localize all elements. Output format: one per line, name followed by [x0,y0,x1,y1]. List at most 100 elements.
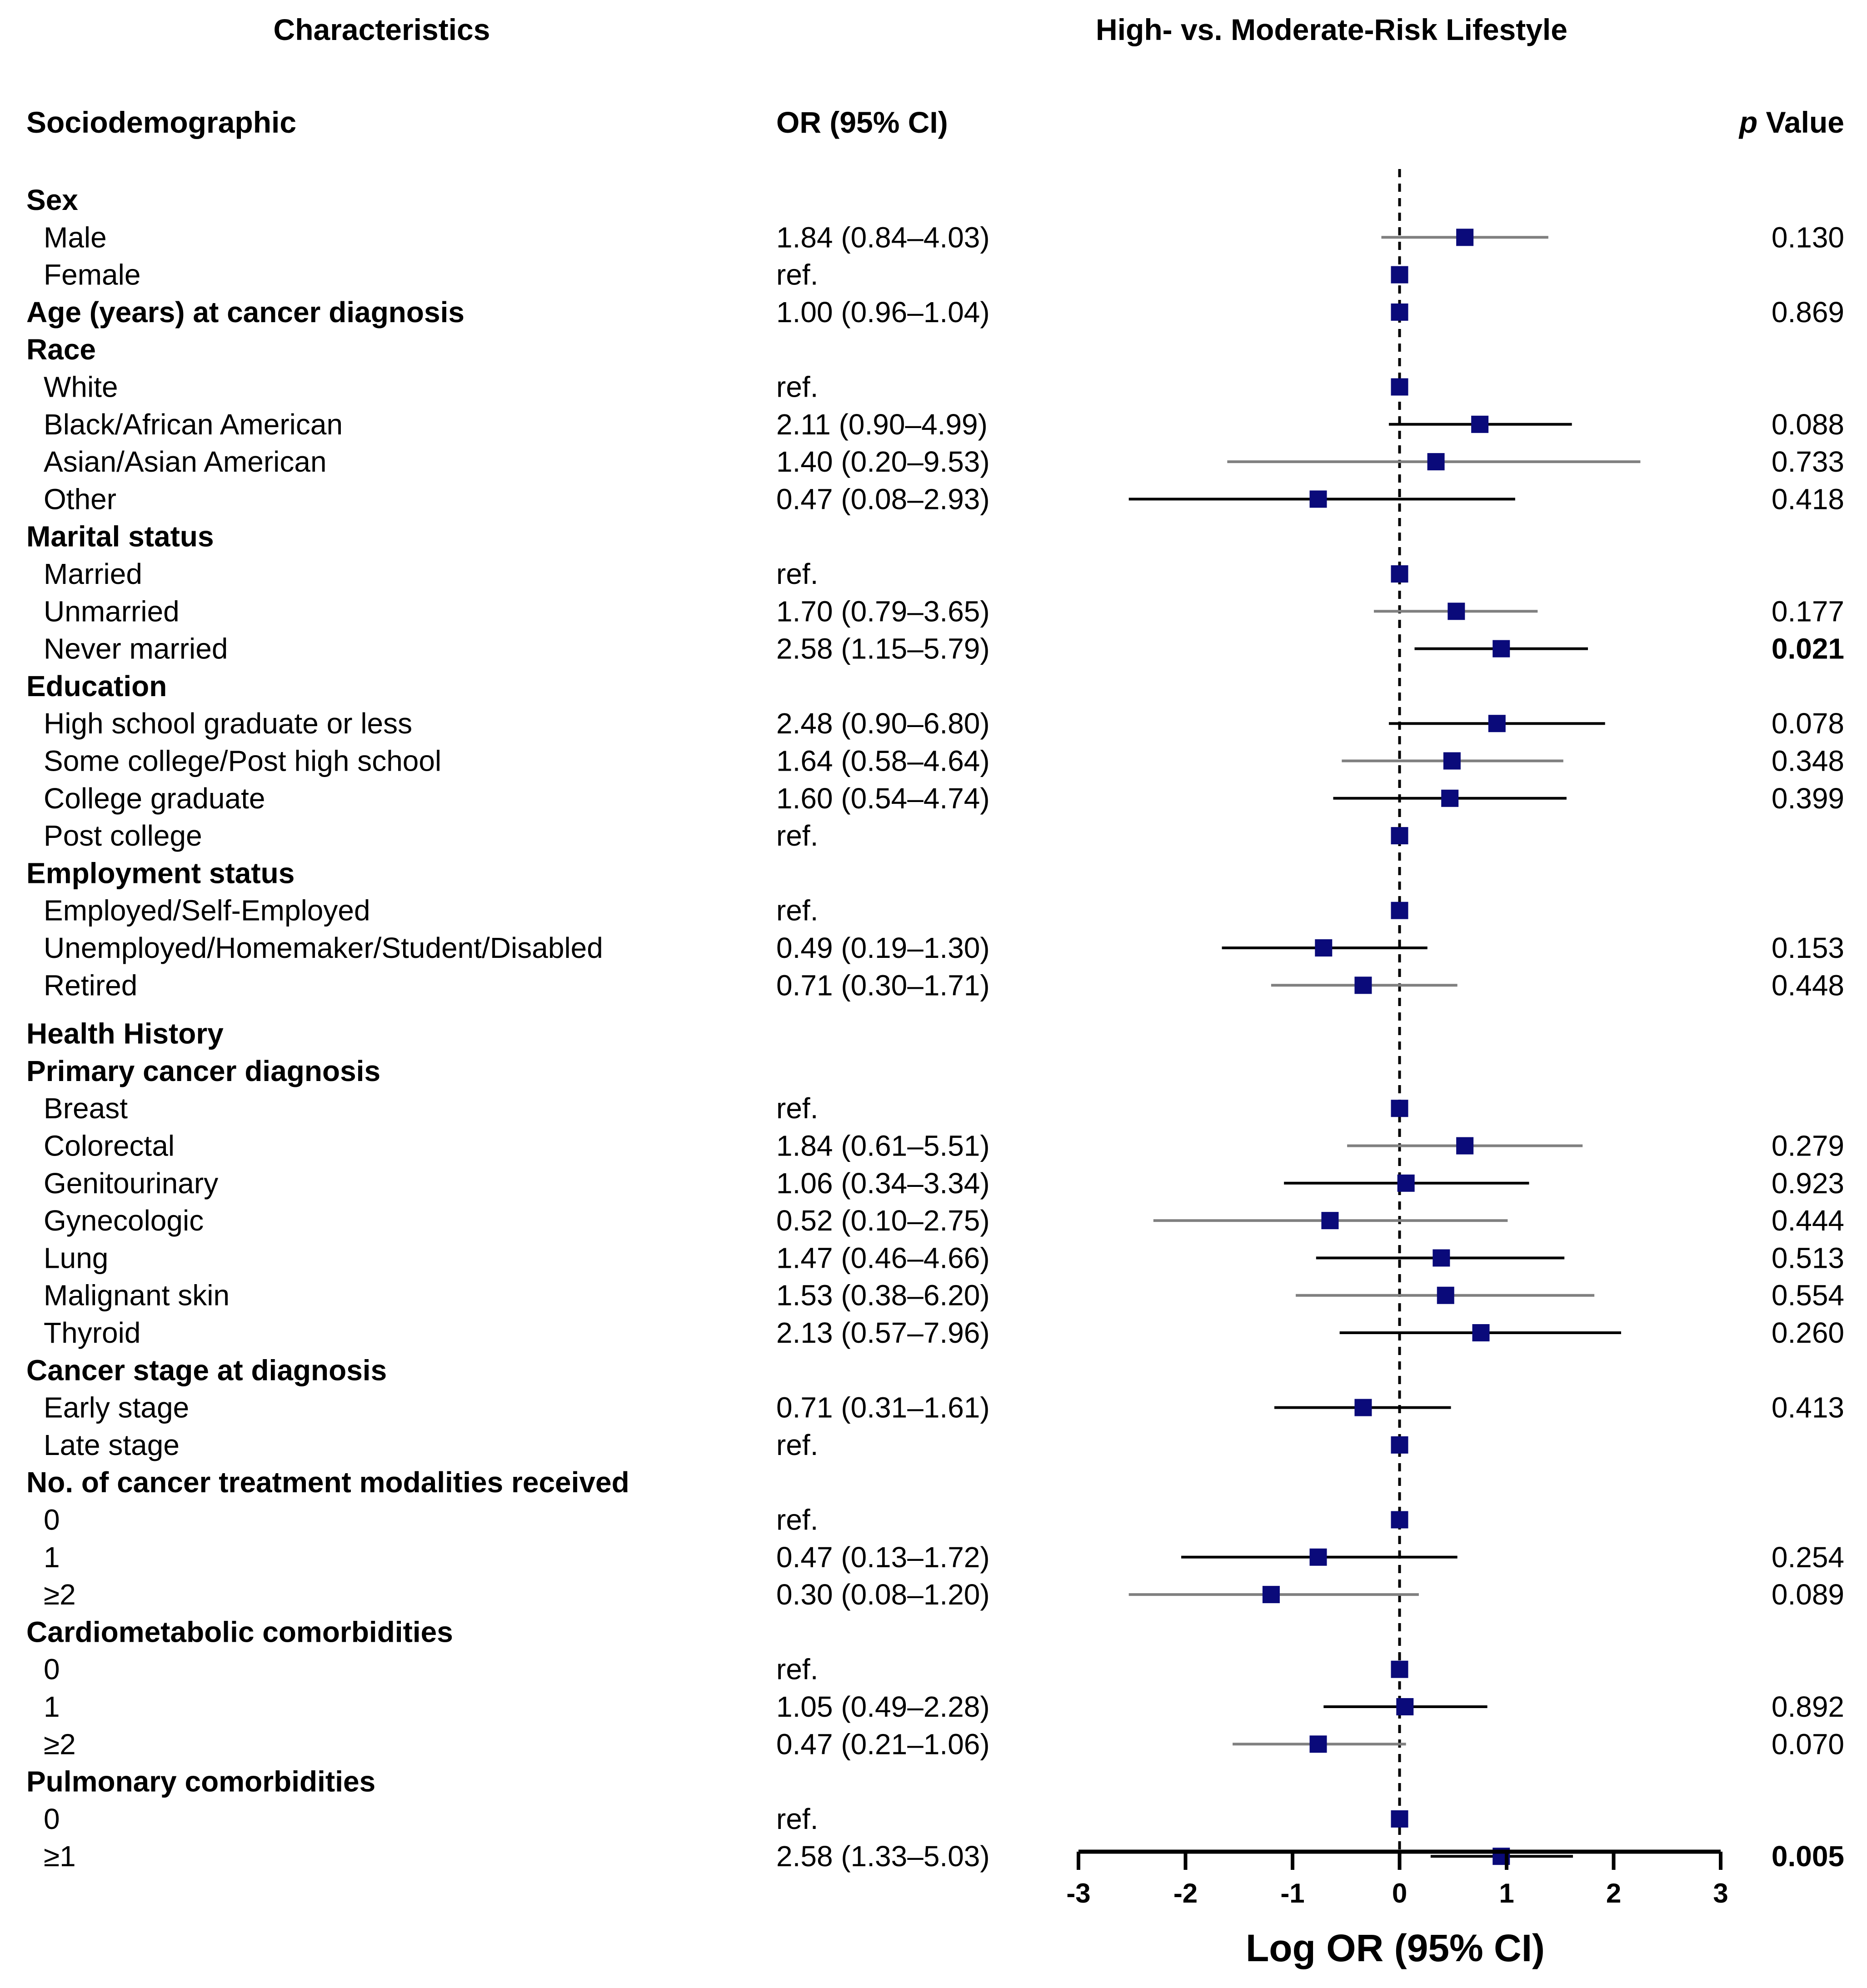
p-value: 0.153 [1772,932,1844,964]
tick-label: 3 [1713,1878,1728,1908]
row-label: Lung [44,1241,108,1274]
p-value: 0.177 [1772,595,1844,628]
or-marker [1354,977,1372,994]
p-value: 0.070 [1772,1728,1844,1760]
row-label: Genitourinary [44,1167,218,1200]
or-value: 1.00 (0.96–1.04) [776,296,990,329]
row-label: Malignant skin [44,1279,230,1312]
or-marker [1448,603,1465,620]
or-value: 0.30 (0.08–1.20) [776,1578,990,1611]
or-value: 1.84 (0.61–5.51) [776,1130,990,1162]
or-value: 2.13 (0.57–7.96) [776,1316,990,1349]
tick-label: 1 [1499,1878,1514,1908]
p-value: 0.554 [1772,1279,1844,1312]
row-label: ≥1 [44,1840,76,1873]
or-marker [1437,1287,1454,1304]
or-value: 1.40 (0.20–9.53) [776,445,990,478]
row-label: High school graduate or less [44,707,412,740]
or-value: 1.47 (0.46–4.66) [776,1241,990,1274]
x-axis: -3 -2 -1 0 1 2 3 [1066,1852,1728,1908]
p-value: 0.892 [1772,1690,1844,1723]
or-marker [1310,1549,1327,1566]
p-value: 0.130 [1772,221,1844,254]
or-column-header: OR (95% CI) [776,105,948,139]
p-value: 0.448 [1772,969,1844,1001]
or-marker [1472,1324,1489,1341]
group-label: Pulmonary comorbidities [26,1765,375,1798]
or-value: 1.70 (0.79–3.65) [776,595,990,628]
left-column-title: Characteristics [274,13,490,46]
group-label: Race [26,333,96,366]
or-marker [1391,379,1408,396]
or-marker [1441,790,1458,807]
row-label: Employed/Self-Employed [44,894,370,927]
group-label: No. of cancer treatment modalities recei… [26,1466,629,1499]
or-marker [1391,1810,1408,1828]
row-label: Early stage [44,1391,189,1424]
or-value: ref. [776,1803,818,1835]
or-value: ref. [776,1504,818,1536]
or-value: 1.05 (0.49–2.28) [776,1690,990,1723]
p-value: 0.513 [1772,1241,1844,1274]
or-marker [1354,1399,1372,1416]
p-value: 0.733 [1772,445,1844,478]
group-label: Cancer stage at diagnosis [26,1354,387,1386]
forest-plot: Characteristics High- vs. Moderate-Risk … [0,0,1867,1988]
row-label: Black/African American [44,408,343,441]
or-marker [1471,416,1488,433]
or-marker [1391,565,1408,583]
or-marker [1396,1698,1413,1715]
or-value: 2.58 (1.15–5.79) [776,633,990,665]
row-label: Thyroid [44,1316,140,1349]
or-marker [1428,453,1445,470]
p-value-column-header: p Value [1738,105,1844,139]
tick-label: -2 [1173,1878,1198,1908]
row-label: College graduate [44,782,265,815]
row-label: Unmarried [44,595,180,628]
row-label: 0 [44,1504,60,1536]
or-value: ref. [776,1653,818,1686]
x-axis-label: Log OR (95% CI) [1246,1927,1545,1969]
p-value: 0.399 [1772,782,1844,815]
row-label: 0 [44,1653,60,1686]
p-value: 0.413 [1772,1391,1844,1424]
p-value: 0.088 [1772,408,1844,441]
row-label: Breast [44,1092,128,1125]
group-label: Marital status [26,520,214,553]
or-marker [1310,490,1327,508]
or-value: ref. [776,259,818,291]
row-label: ≥2 [44,1578,76,1611]
or-value: ref. [776,558,818,590]
or-value: 1.84 (0.84–4.03) [776,221,990,254]
group-label: Cardiometabolic comorbidities [26,1615,453,1648]
or-value: 0.71 (0.31–1.61) [776,1391,990,1424]
row-label: Never married [44,633,228,665]
or-value: 1.60 (0.54–4.74) [776,782,990,815]
or-marker [1391,827,1408,844]
row-label: Colorectal [44,1130,175,1162]
p-value: 0.279 [1772,1130,1844,1162]
group-label: Primary cancer diagnosis [26,1055,380,1087]
or-marker [1391,304,1408,321]
tick-label: 0 [1392,1878,1407,1908]
or-value: 0.47 (0.21–1.06) [776,1728,990,1760]
group-label: Sex [26,184,78,216]
p-value: 0.923 [1772,1167,1844,1200]
p-value: 0.005 [1772,1840,1844,1873]
forest-marks [1129,169,1641,1865]
row-label: Unemployed/Homemaker/Student/Disabled [44,932,603,964]
group-label: Age (years) at cancer diagnosis [26,296,464,329]
row-label: Married [44,558,142,590]
tick-label: -1 [1280,1878,1304,1908]
group-label: Health History [26,1017,224,1050]
or-marker [1391,902,1408,919]
or-value: ref. [776,894,818,927]
or-marker [1310,1735,1327,1753]
or-marker [1398,1175,1415,1192]
or-marker [1391,1661,1408,1678]
p-value: 0.348 [1772,745,1844,777]
row-label: ≥2 [44,1728,76,1760]
or-marker [1443,752,1461,770]
row-label: 0 [44,1803,60,1835]
or-value: 0.71 (0.30–1.71) [776,969,990,1001]
